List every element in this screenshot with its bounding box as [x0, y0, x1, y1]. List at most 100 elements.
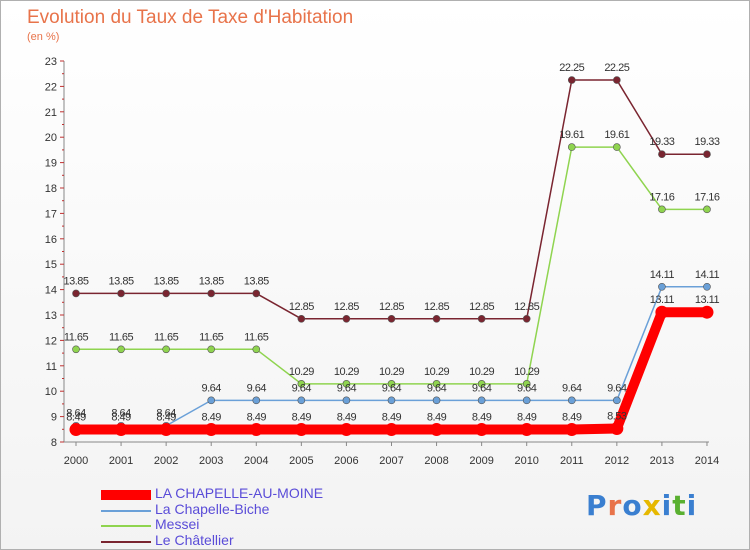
data-label: 14.11 — [650, 269, 675, 281]
x-tick-label: 2007 — [379, 455, 403, 467]
data-point — [567, 76, 576, 84]
data-label: 8.49 — [66, 412, 86, 424]
data-point — [522, 396, 531, 405]
data-point — [567, 143, 576, 151]
logo-letter: r — [607, 489, 623, 522]
data-point — [613, 76, 621, 84]
data-label: 10.29 — [424, 366, 449, 378]
data-label: 19.61 — [604, 129, 629, 141]
data-label: 12.85 — [424, 301, 449, 313]
series-line — [75, 146, 708, 385]
data-point — [477, 380, 486, 388]
x-tick-label: 2011 — [560, 455, 584, 467]
data-label: 8.49 — [472, 412, 492, 424]
data-label: 10.29 — [289, 366, 314, 378]
data-point — [432, 396, 441, 405]
x-tick-label: 2006 — [334, 455, 358, 467]
data-label: 14.11 — [695, 269, 720, 281]
logo-letter: t — [672, 489, 687, 522]
x-tick-label: 2009 — [469, 455, 493, 467]
data-point — [477, 396, 486, 405]
data-point — [613, 396, 621, 405]
data-label: 22.25 — [604, 62, 629, 74]
y-tick-label: 15 — [45, 259, 57, 271]
data-label: 9.64 — [607, 382, 627, 394]
data-point — [342, 396, 351, 405]
data-label: 8.49 — [382, 412, 402, 424]
chart-title: Evolution du Taux de Taxe d'Habitation — [27, 7, 354, 28]
data-point — [207, 345, 216, 354]
data-point — [520, 423, 534, 437]
chart-subtitle: (en %) — [27, 31, 60, 43]
data-label: 13.85 — [63, 275, 88, 287]
y-tick-label: 9 — [51, 412, 57, 424]
data-point — [703, 283, 711, 291]
data-label: 8.64 — [66, 408, 86, 420]
x-tick-label: 2004 — [244, 455, 268, 467]
x-tick-label: 2012 — [605, 455, 629, 467]
y-tick-label: 13 — [45, 310, 57, 322]
data-label: 8.49 — [292, 412, 312, 424]
data-point — [297, 380, 306, 388]
data-point — [69, 423, 83, 437]
data-point — [387, 396, 396, 405]
x-tick-label: 2008 — [424, 455, 448, 467]
data-label: 8.49 — [337, 412, 357, 424]
data-point — [297, 396, 306, 405]
data-label: 8.49 — [111, 412, 131, 424]
logo-letter: i — [686, 489, 698, 522]
data-label: 9.64 — [382, 382, 402, 394]
x-tick-label: 2013 — [650, 455, 674, 467]
y-tick-label: 20 — [45, 132, 57, 144]
legend-swatch — [101, 509, 151, 512]
data-point — [432, 380, 441, 388]
data-label: 13.85 — [199, 275, 224, 287]
legend-swatch — [101, 525, 151, 527]
data-point — [475, 423, 489, 437]
y-tick-label: 21 — [45, 107, 57, 119]
data-point — [658, 150, 666, 159]
data-point — [342, 315, 351, 323]
data-label: 10.29 — [379, 366, 404, 378]
x-tick-label: 2014 — [695, 455, 719, 467]
data-point — [252, 289, 261, 298]
data-point — [117, 345, 125, 354]
logo-letter: P — [586, 489, 608, 522]
y-tick-label: 22 — [45, 81, 57, 93]
data-label: 17.16 — [694, 191, 719, 203]
data-point — [117, 289, 125, 298]
data-point — [207, 396, 216, 405]
y-tick-label: 17 — [45, 208, 57, 220]
data-point — [703, 150, 711, 159]
data-label: 9.64 — [337, 382, 357, 394]
legend-swatch — [101, 540, 151, 543]
data-label: 13.11 — [695, 294, 720, 306]
data-label: 9.64 — [517, 382, 537, 394]
x-tick-label: 2001 — [109, 455, 133, 467]
data-label: 8.49 — [247, 412, 267, 424]
data-point — [252, 396, 261, 405]
data-label: 11.65 — [199, 331, 224, 343]
data-label: 9.64 — [562, 382, 582, 394]
data-point — [567, 396, 576, 405]
data-label: 12.85 — [379, 301, 404, 313]
data-label: 11.65 — [64, 331, 89, 343]
data-label: 12.85 — [514, 301, 539, 313]
y-tick-label: 8 — [51, 437, 57, 449]
legend-label: La Chapelle-Biche — [155, 500, 270, 517]
logo-letter: i — [661, 489, 673, 522]
data-point — [522, 380, 531, 388]
data-label: 8.53 — [607, 411, 627, 423]
data-point — [297, 315, 306, 323]
data-label: 11.65 — [154, 331, 179, 343]
data-label: 8.49 — [156, 412, 176, 424]
data-label: 12.85 — [289, 301, 314, 313]
data-point — [162, 289, 170, 298]
legend-label: Le Châtellier — [155, 531, 234, 548]
data-point — [658, 205, 666, 214]
y-tick-label: 12 — [45, 335, 57, 347]
legend-label: Messei — [155, 516, 200, 532]
data-label: 13.11 — [650, 294, 675, 306]
